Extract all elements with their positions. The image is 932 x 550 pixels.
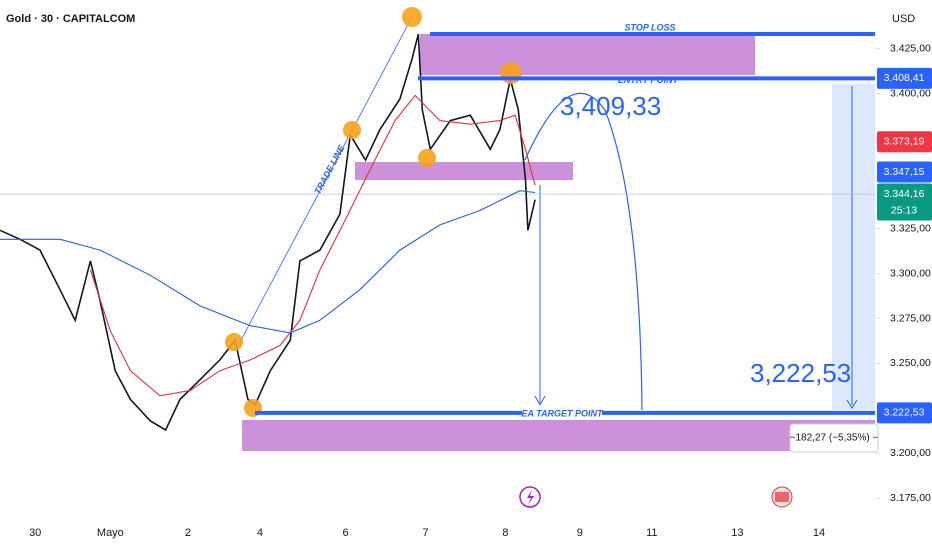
y-tick-label: 3.325,00 <box>890 222 931 234</box>
stop-loss-label: STOP LOSS <box>624 22 675 32</box>
down-arrow-head <box>534 395 546 407</box>
x-tick-label: 7 <box>422 527 428 539</box>
series-line <box>0 34 536 432</box>
y-tick-label: 3.250,00 <box>890 357 931 369</box>
price-tag-label: 3.344,16 <box>884 188 925 200</box>
y-tick-label: 3.425,00 <box>890 42 931 54</box>
pivot <box>402 7 422 27</box>
range-box <box>832 84 875 410</box>
currency: USD <box>892 13 915 25</box>
x-tick-label: 14 <box>813 527 825 539</box>
us-flag <box>775 492 789 502</box>
x-tick-label: 9 <box>577 527 583 539</box>
y-tick-label: 3.200,00 <box>890 447 931 459</box>
level-tag <box>877 67 932 89</box>
countdown: 25:13 <box>891 204 917 216</box>
y-tick-label: 3.275,00 <box>890 312 931 324</box>
x-tick-label: 4 <box>257 527 263 539</box>
support-zone <box>355 162 573 180</box>
level-tag-label: 3.408,41 <box>884 72 925 84</box>
x-tick-label: 2 <box>185 527 191 539</box>
range-arrow-head <box>846 399 858 409</box>
y-tick-label: 3.300,00 <box>890 267 931 279</box>
drawings <box>239 16 875 451</box>
change-label: −182,27 (−5,35%) − <box>790 433 879 444</box>
event-icon-bolt <box>527 490 534 505</box>
pivot <box>500 62 522 84</box>
pivot <box>418 149 436 167</box>
trade-line <box>239 16 413 343</box>
price-tag-label: 3.347,15 <box>884 166 925 178</box>
series-layer <box>0 34 875 432</box>
stop-loss-zone <box>420 34 755 75</box>
level-label: ENTRY POINT <box>618 75 680 85</box>
target-label: 3,222,53 <box>750 358 851 388</box>
level-label: EA TARGET POINT <box>522 408 605 418</box>
series-line <box>0 190 536 334</box>
level-label-bg <box>522 406 602 419</box>
pivot <box>343 121 361 139</box>
price-tag-label: 3.373,19 <box>884 136 925 148</box>
y-tick-label: 3.175,00 <box>890 492 931 504</box>
x-tick-label: 11 <box>646 527 657 539</box>
price-tag <box>877 131 932 153</box>
projection-label: 3,409,33 <box>560 91 661 121</box>
y-tick-label: 3.400,00 <box>890 87 931 99</box>
x-tick-label: Mayo <box>97 527 124 539</box>
level-tag <box>877 402 932 424</box>
price-tag <box>877 161 932 183</box>
pivot <box>225 333 243 351</box>
level-tag-label: 3.222,53 <box>884 407 925 419</box>
x-tick-label: 13 <box>731 527 743 539</box>
change-box <box>789 423 879 453</box>
x-tick-label: 6 <box>342 527 348 539</box>
x-tick-label: 8 <box>502 527 508 539</box>
projection-arc <box>524 92 643 411</box>
trade-line-label: TRADE LINE <box>312 143 347 196</box>
x-tick-label: 30 <box>29 527 41 539</box>
price-tag <box>877 183 932 221</box>
target-zone <box>242 420 875 451</box>
chart-title: Gold · 30 · CAPITALCOM <box>6 13 135 25</box>
series-line <box>89 94 536 397</box>
